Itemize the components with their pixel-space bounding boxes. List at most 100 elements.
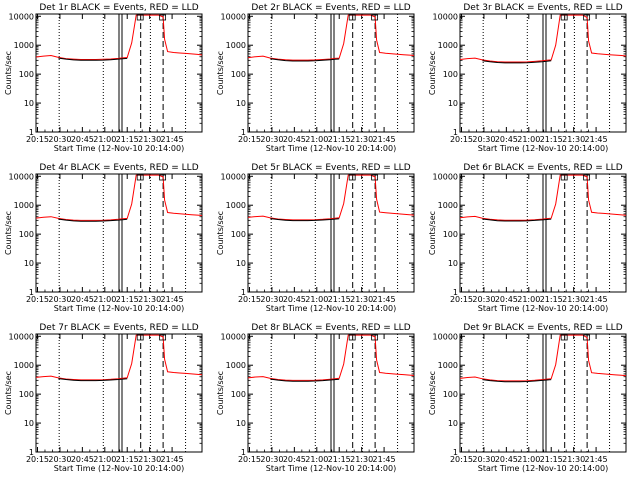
x-tick-label: 21:30 (138, 135, 161, 144)
marker-box (560, 14, 568, 21)
marker-box (348, 14, 356, 21)
chart-panel-7: Det 7r BLACK = Events, RED = LLD 1 10 100 10… (4, 323, 203, 473)
x-axis-label: Start Time (12-Nov-10 20:14:00) (54, 464, 184, 473)
y-tick-label: 1 (29, 288, 34, 297)
chart-panel-3: Det 3r BLACK = Events, RED = LLD 1 10 100 10… (428, 3, 627, 153)
y-tick-label: 100 (443, 70, 458, 79)
lld-series-line (35, 174, 203, 221)
chart-panel-4: Det 4r BLACK = Events, RED = LLD 1 10 100 10… (4, 163, 203, 313)
x-tick-label: 21:45 (161, 135, 184, 144)
lld-series-line (459, 14, 627, 63)
y-tick-label: 1 (241, 288, 246, 297)
x-tick-label: 20:15 (26, 455, 49, 464)
x-tick-label: 20:15 (26, 135, 49, 144)
y-tick-label: 100 (19, 390, 34, 399)
y-tick-label: 100 (19, 230, 34, 239)
y-axis-label: Counts/sec (216, 371, 225, 415)
y-tick-label: 1 (29, 448, 34, 457)
x-tick-label: 21:45 (161, 455, 184, 464)
x-tick-label: 21:15 (116, 455, 139, 464)
y-tick-label: 1000 (438, 41, 458, 50)
y-axis-label: Counts/sec (428, 371, 437, 415)
x-tick-label: 20:15 (450, 455, 473, 464)
x-tick-label: 21:15 (328, 295, 351, 304)
x-tick-label: 21:30 (350, 455, 373, 464)
lld-series-line (35, 14, 203, 60)
x-tick-label: 21:45 (161, 295, 184, 304)
y-tick-label: 100 (443, 390, 458, 399)
x-tick-label: 20:45 (71, 295, 94, 304)
marker-box (136, 174, 144, 181)
y-axis-label: Counts/sec (216, 51, 225, 95)
marker-box (136, 334, 144, 341)
y-tick-label: 1 (241, 448, 246, 457)
marker-box (371, 174, 379, 181)
x-tick-label: 21:30 (350, 135, 373, 144)
x-tick-label: 20:30 (260, 295, 283, 304)
chart-title: Det 6r BLACK = Events, RED = LLD (463, 163, 622, 173)
x-tick-label: 21:15 (540, 295, 563, 304)
events-series-line (270, 218, 340, 222)
y-tick-label: 1000 (226, 201, 246, 210)
marker-box (583, 174, 591, 181)
y-tick-label: 10 (236, 99, 246, 108)
lld-series-line (247, 174, 415, 221)
x-tick-label: 20:15 (238, 295, 261, 304)
y-tick-label: 1 (453, 448, 458, 457)
x-tick-label: 21:00 (517, 295, 540, 304)
marker-box (371, 14, 379, 21)
y-tick-label: 1000 (438, 361, 458, 370)
lld-series-line (459, 334, 627, 382)
y-tick-label: 10 (24, 259, 34, 268)
x-tick-label: 21:45 (585, 135, 608, 144)
x-tick-label: 21:45 (585, 455, 608, 464)
x-tick-label: 21:45 (373, 135, 396, 144)
chart-title: Det 5r BLACK = Events, RED = LLD (251, 163, 410, 173)
events-series-line (482, 218, 552, 222)
x-tick-label: 21:15 (116, 135, 139, 144)
marker-box (159, 14, 167, 21)
x-tick-label: 20:15 (26, 295, 49, 304)
x-axis-label: Start Time (12-Nov-10 20:14:00) (54, 304, 184, 313)
marker-box (560, 174, 568, 181)
x-axis-label: Start Time (12-Nov-10 20:14:00) (54, 144, 184, 153)
x-tick-label: 20:15 (450, 135, 473, 144)
lld-series-line (35, 334, 203, 381)
y-axis-label: Counts/sec (4, 211, 13, 255)
x-tick-label: 20:45 (495, 455, 518, 464)
y-tick-label: 1000 (14, 41, 34, 50)
x-tick-label: 20:30 (472, 295, 495, 304)
chart-panel-6: Det 6r BLACK = Events, RED = LLD 1 10 100 10… (428, 163, 627, 313)
y-tick-label: 100 (19, 70, 34, 79)
x-tick-label: 21:00 (305, 455, 328, 464)
y-tick-label: 10000 (433, 12, 458, 21)
x-tick-label: 21:15 (328, 455, 351, 464)
x-tick-label: 21:15 (540, 455, 563, 464)
y-tick-label: 10 (448, 259, 458, 268)
y-tick-label: 1 (453, 128, 458, 137)
x-tick-label: 20:45 (283, 295, 306, 304)
x-tick-label: 20:45 (495, 135, 518, 144)
y-axis-label: Counts/sec (4, 371, 13, 415)
x-axis-label: Start Time (12-Nov-10 20:14:00) (266, 144, 396, 153)
x-tick-label: 20:30 (260, 455, 283, 464)
events-series-line (58, 57, 128, 61)
chart-title: Det 3r BLACK = Events, RED = LLD (463, 3, 622, 13)
chart-title: Det 8r BLACK = Events, RED = LLD (251, 323, 410, 333)
x-tick-label: 21:30 (562, 135, 585, 144)
marker-box (583, 334, 591, 341)
x-tick-label: 21:00 (305, 135, 328, 144)
events-series-line (482, 379, 552, 383)
y-axis-label: Counts/sec (4, 51, 13, 95)
x-tick-label: 21:15 (540, 135, 563, 144)
chart-title: Det 1r BLACK = Events, RED = LLD (39, 3, 198, 13)
chart-title: Det 2r BLACK = Events, RED = LLD (251, 3, 410, 13)
y-tick-label: 100 (231, 230, 246, 239)
y-tick-label: 1 (453, 288, 458, 297)
x-tick-label: 20:45 (283, 135, 306, 144)
x-tick-label: 20:45 (71, 135, 94, 144)
x-tick-label: 20:45 (283, 455, 306, 464)
y-tick-label: 10 (24, 99, 34, 108)
chart-panel-8: Det 8r BLACK = Events, RED = LLD 1 10 100 10… (216, 323, 415, 473)
